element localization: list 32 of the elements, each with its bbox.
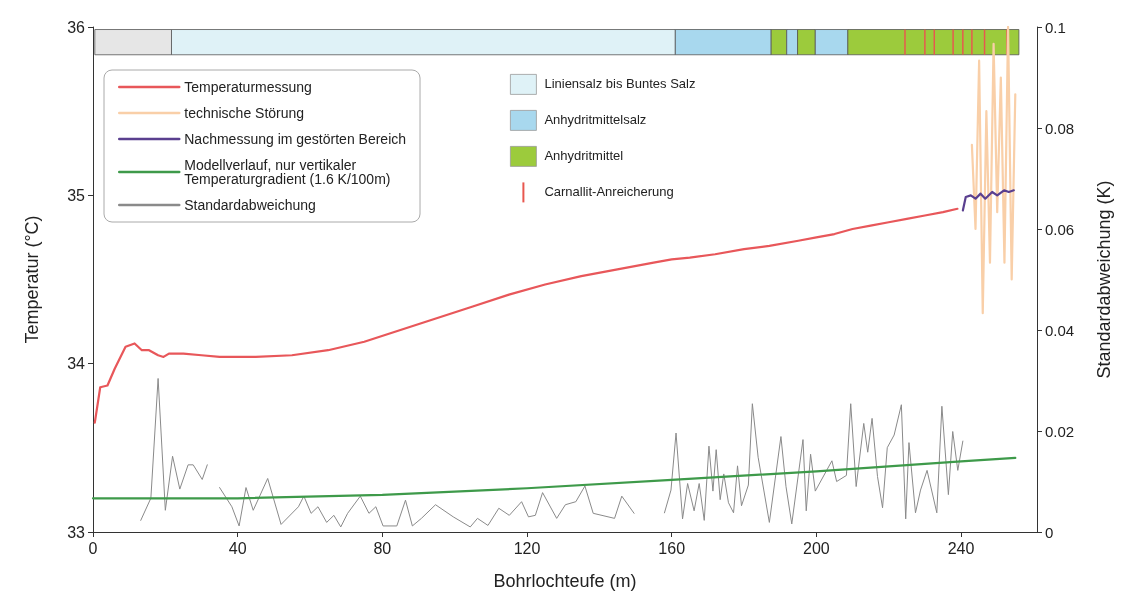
legend-label: Liniensalz bis Buntes Salz <box>544 76 696 92</box>
legend-label: Carnallit-Anreicherung <box>544 184 674 200</box>
y-axis-title: Temperatur (°C) <box>22 215 42 344</box>
y2-axis-title: Standardabweichung (K) <box>1094 180 1114 379</box>
y2-tick-label: 0.06 <box>1045 220 1075 238</box>
x-axis-title: Bohrlochteufe (m) <box>493 571 637 591</box>
x-tick-label: 240 <box>947 539 975 557</box>
line-series <box>961 189 1015 212</box>
legend-label: Modellverlauf, nur vertikaler Temperaturgradient (1.6 K/100m) <box>184 157 391 187</box>
x-tick-label: 0 <box>88 539 98 557</box>
legend-label: Temperaturmessung <box>184 79 312 95</box>
y-tick-label: 33 <box>67 523 86 541</box>
x-tick-label: 160 <box>658 539 686 557</box>
legend-label: Standardabweichung <box>184 197 316 213</box>
legend-label: Anhydritmittel <box>544 148 624 164</box>
y-tick-label: 34 <box>67 355 86 373</box>
x-tick-label: 80 <box>373 539 392 557</box>
y-tick-label: 35 <box>67 186 86 204</box>
y2-tick-label: 0 <box>1045 523 1054 541</box>
y2-tick-label: 0.04 <box>1045 321 1075 339</box>
y2-tick-label: 0.08 <box>1045 119 1075 137</box>
legend-label: technische Störung <box>184 105 305 121</box>
y-tick-label: 36 <box>67 18 86 36</box>
y2-tick-label: 0.1 <box>1045 18 1066 36</box>
x-tick-label: 120 <box>513 539 541 557</box>
line-series <box>91 456 1017 500</box>
legend-label: Nachmessung im gestörten Bereich <box>184 131 407 147</box>
y2-tick-label: 0.02 <box>1045 422 1075 440</box>
x-tick-label: 200 <box>803 539 830 557</box>
x-tick-label: 40 <box>228 539 247 557</box>
line-series <box>970 25 1017 315</box>
legend-label: Anhydritmittelsalz <box>544 112 647 128</box>
